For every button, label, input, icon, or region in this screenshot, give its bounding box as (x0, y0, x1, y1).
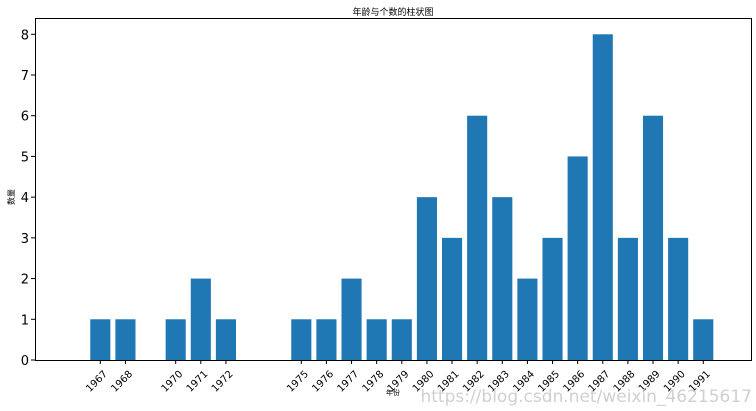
bar-1977 (341, 278, 362, 360)
y-tick-label: 8 (21, 28, 29, 43)
y-tick-label: 5 (21, 150, 29, 165)
bar-1982 (467, 115, 488, 361)
bar-1980 (416, 197, 437, 360)
bar-1988 (617, 237, 638, 360)
bar-1967 (90, 319, 111, 360)
x-tick-label: 1967 (84, 369, 110, 395)
chart-title: 年龄与个数的柱状图 (352, 6, 433, 18)
y-tick-label: 6 (21, 110, 29, 125)
bar-1970 (165, 319, 186, 360)
y-tick-label: 0 (21, 354, 29, 369)
x-tick-label: 1977 (335, 369, 361, 395)
bar-1979 (391, 319, 412, 360)
plot-frame (35, 18, 752, 361)
bar-1968 (115, 319, 136, 360)
bar-1985 (542, 237, 563, 360)
y-tick-label: 1 (21, 313, 29, 328)
y-tick-label: 3 (21, 232, 29, 247)
bar-1987 (592, 34, 613, 360)
x-axis-label: 年份 (386, 388, 400, 397)
bar-1972 (215, 319, 236, 360)
y-axis-label: 数量 (6, 189, 16, 205)
bar-1986 (567, 156, 588, 360)
x-tick-label: 1975 (285, 369, 311, 395)
bar-1990 (668, 237, 689, 360)
x-tick-label: 1970 (160, 369, 186, 395)
bar-1976 (316, 319, 337, 360)
bar-1975 (291, 319, 312, 360)
bar-1984 (517, 278, 538, 360)
x-tick-label: 1976 (310, 369, 336, 395)
bars-group (90, 34, 714, 361)
watermark: https://blog.csdn.net/weixin_46215617 (420, 387, 752, 407)
y-ticks-group: 0 1 2 3 4 5 6 7 8 (21, 28, 35, 369)
bar-1978 (366, 319, 387, 360)
y-tick-label: 4 (21, 191, 29, 206)
bar-1981 (441, 237, 463, 360)
bar-1991 (693, 319, 714, 360)
x-tick-label: 1978 (361, 369, 387, 395)
bar-1983 (492, 197, 513, 360)
bar-1971 (190, 278, 211, 360)
x-tick-label: 1968 (109, 369, 135, 395)
x-tick-label: 1972 (210, 369, 236, 395)
y-tick-label: 7 (21, 69, 29, 84)
x-tick-label: 1971 (185, 369, 211, 395)
bar-1989 (642, 115, 664, 361)
y-tick-label: 2 (21, 273, 29, 288)
